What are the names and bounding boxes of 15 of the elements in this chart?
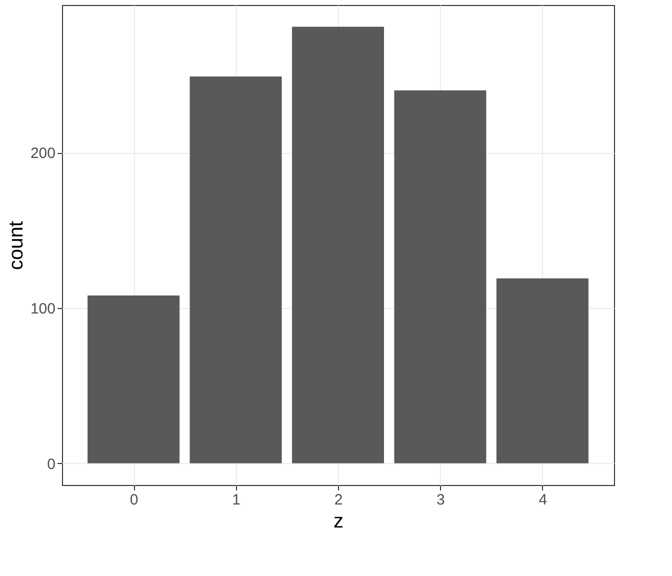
y-tick-label: 200 bbox=[30, 145, 56, 162]
y-axis-title: count bbox=[5, 220, 28, 270]
x-tick-label: 1 bbox=[232, 492, 240, 508]
x-tick-label: 0 bbox=[130, 492, 138, 508]
x-tick-label: 4 bbox=[538, 492, 548, 508]
x-tick-label: 2 bbox=[334, 492, 343, 508]
bar bbox=[394, 90, 486, 464]
bar bbox=[88, 295, 180, 464]
bar bbox=[292, 26, 384, 464]
y-tick-label: 0 bbox=[47, 456, 56, 473]
bar bbox=[190, 76, 282, 464]
bar bbox=[496, 278, 588, 464]
x-tick-label: 3 bbox=[436, 492, 445, 508]
x-axis-title: z bbox=[334, 510, 344, 532]
y-tick-label: 100 bbox=[30, 300, 56, 318]
